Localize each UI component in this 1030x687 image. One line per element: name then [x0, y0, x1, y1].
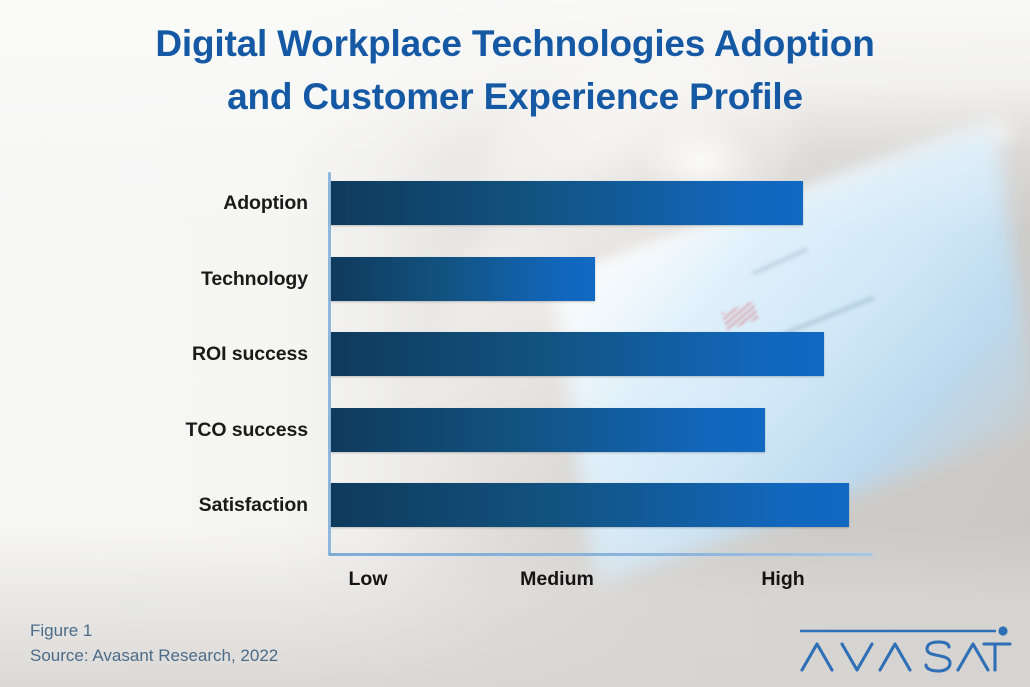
logo-dot-icon — [998, 626, 1008, 636]
bar-adoption — [331, 181, 803, 225]
figure-number: Figure 1 — [30, 621, 93, 640]
title-line-2: and Customer Experience Profile — [227, 75, 803, 117]
x-tick-label: High — [761, 568, 805, 590]
bar-tco-success — [331, 407, 765, 452]
x-tick-label: Medium — [520, 568, 594, 590]
category-label: ROI success — [192, 343, 308, 365]
title-line-1: Digital Workplace Technologies Adoption — [155, 23, 875, 64]
category-label: TCO success — [185, 418, 309, 441]
bar-satisfaction — [331, 483, 849, 527]
source-line: Source: Avasant Research, 2022 — [30, 645, 279, 665]
slide-title: Digital Workplace Technologies Adoption … — [0, 18, 1030, 123]
category-label: Adoption — [223, 192, 308, 214]
avasant-logo-icon — [800, 626, 1012, 673]
category-label: Satisfaction — [198, 494, 308, 516]
bar-roi-success — [331, 332, 824, 376]
x-tick-label: Low — [348, 568, 388, 590]
avasant-logo — [798, 622, 1013, 674]
x-axis-line — [328, 553, 873, 556]
logo-wordmark — [800, 640, 1012, 673]
y-axis-line — [328, 172, 331, 554]
footer-caption: Figure 1 Source: Avasant Research, 2022 — [30, 619, 278, 668]
category-label: Technology — [201, 267, 308, 290]
bar-technology — [331, 256, 595, 301]
